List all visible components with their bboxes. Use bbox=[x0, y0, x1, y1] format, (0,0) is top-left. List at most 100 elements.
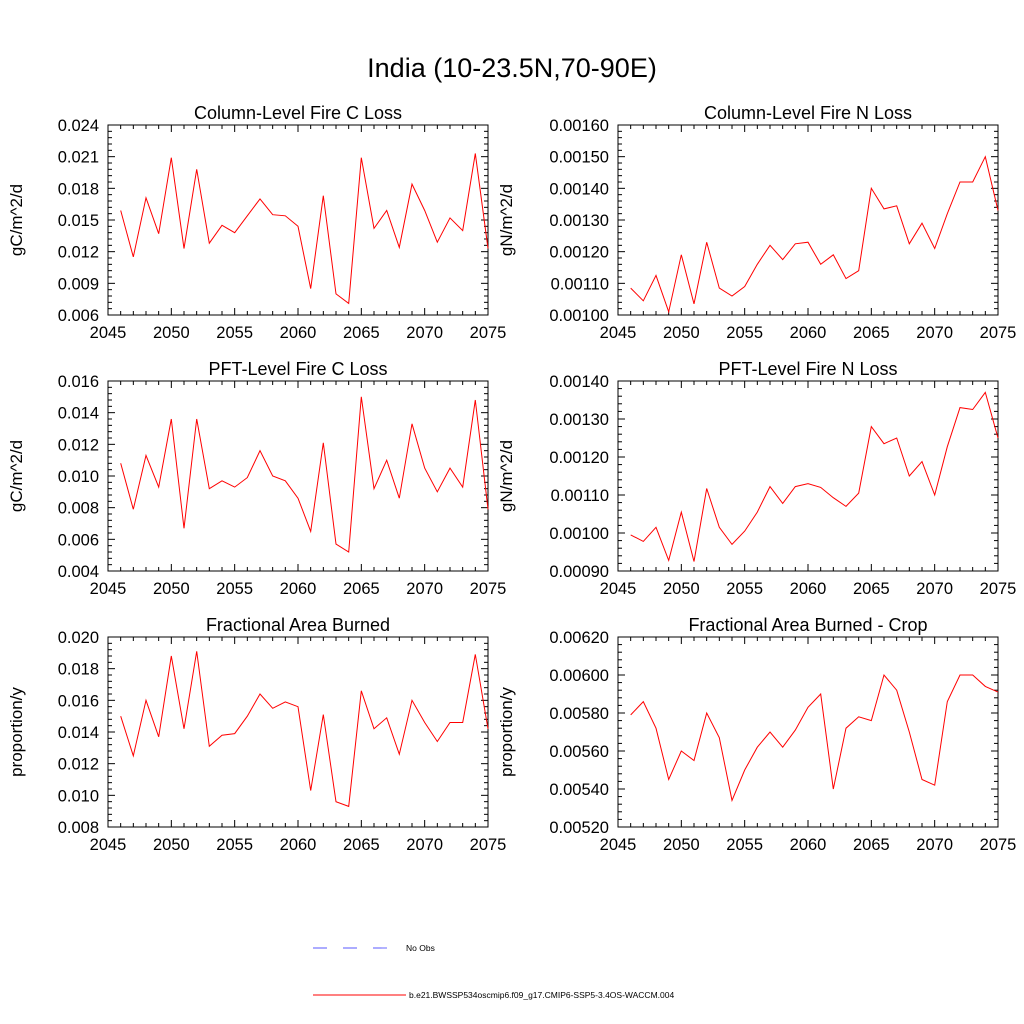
x-tick-label: 2065 bbox=[343, 836, 380, 854]
panel-title: Column-Level Fire C Loss bbox=[194, 103, 402, 123]
chart-panel-2: Column-Level Fire N Loss 2045 2050 2055 2060… bbox=[497, 103, 1016, 342]
y-tick-label: 0.006 bbox=[58, 307, 99, 325]
x-tick-label: 2050 bbox=[663, 580, 700, 598]
y-tick-label: 0.016 bbox=[58, 373, 99, 391]
x-tick-label: 2055 bbox=[726, 324, 763, 342]
panel-title: Column-Level Fire N Loss bbox=[704, 103, 912, 123]
y-tick-label: 0.014 bbox=[58, 724, 99, 742]
figure-title: India (10-23.5N,70-90E) bbox=[367, 53, 657, 83]
x-tick-label: 2075 bbox=[980, 836, 1017, 854]
x-tick-label: 2055 bbox=[726, 836, 763, 854]
chart-panel-6: Fractional Area Burned - Crop 2045 2050 205… bbox=[497, 615, 1016, 854]
x-tick-label: 2045 bbox=[90, 836, 127, 854]
y-tick-label: 0.024 bbox=[58, 117, 99, 135]
x-tick-label: 2060 bbox=[790, 324, 827, 342]
y-axis-label: proportion/y bbox=[7, 687, 26, 777]
x-tick-label: 2075 bbox=[470, 836, 507, 854]
y-tick-label: 0.00580 bbox=[549, 705, 609, 723]
x-tick-label: 2050 bbox=[663, 324, 700, 342]
x-tick-label: 2060 bbox=[790, 580, 827, 598]
y-tick-label: 0.009 bbox=[58, 275, 99, 293]
y-tick-label: 0.021 bbox=[58, 149, 99, 167]
x-tick-label: 2055 bbox=[216, 324, 253, 342]
y-tick-label: 0.00520 bbox=[549, 819, 609, 837]
y-tick-label: 0.00110 bbox=[551, 487, 609, 505]
x-tick-label: 2060 bbox=[790, 836, 827, 854]
x-tick-label: 2070 bbox=[916, 580, 953, 598]
y-tick-label: 0.00130 bbox=[549, 411, 609, 429]
x-tick-label: 2065 bbox=[853, 324, 890, 342]
panel-title: Fractional Area Burned - Crop bbox=[688, 615, 927, 635]
y-tick-label: 0.00160 bbox=[549, 117, 609, 135]
y-tick-label: 0.012 bbox=[58, 756, 99, 774]
x-tick-label: 2060 bbox=[280, 324, 317, 342]
x-tick-label: 2050 bbox=[153, 324, 190, 342]
x-tick-label: 2065 bbox=[343, 580, 380, 598]
series-line-1 bbox=[120, 396, 489, 553]
y-tick-label: 0.008 bbox=[58, 819, 99, 837]
y-tick-label: 0.00140 bbox=[549, 373, 609, 391]
panel-title: PFT-Level Fire C Loss bbox=[208, 359, 387, 379]
y-tick-label: 0.014 bbox=[58, 405, 99, 423]
y-tick-label: 0.016 bbox=[58, 692, 99, 710]
x-tick-label: 2070 bbox=[406, 580, 443, 598]
x-tick-label: 2060 bbox=[280, 836, 317, 854]
y-tick-label: 0.010 bbox=[58, 787, 99, 805]
y-axis-label: proportion/y bbox=[497, 687, 516, 777]
x-tick-label: 2045 bbox=[600, 836, 637, 854]
y-tick-label: 0.00540 bbox=[549, 781, 609, 799]
y-tick-label: 0.00100 bbox=[549, 525, 609, 543]
y-axis-label: gC/m^2/d bbox=[7, 184, 26, 256]
y-tick-label: 0.018 bbox=[58, 661, 99, 679]
y-tick-label: 0.012 bbox=[58, 436, 99, 454]
x-tick-label: 2045 bbox=[600, 324, 637, 342]
legend-label-no-obs: No Obs bbox=[406, 943, 435, 953]
series-line-1 bbox=[630, 673, 999, 803]
x-tick-label: 2075 bbox=[980, 580, 1017, 598]
y-tick-label: 0.00560 bbox=[549, 743, 609, 761]
y-tick-label: 0.00110 bbox=[551, 275, 609, 293]
x-tick-label: 2055 bbox=[216, 836, 253, 854]
series-line-1 bbox=[630, 155, 999, 314]
x-tick-label: 2045 bbox=[90, 580, 127, 598]
y-tick-label: 0.00120 bbox=[549, 449, 609, 467]
x-tick-label: 2070 bbox=[406, 836, 443, 854]
y-tick-label: 0.006 bbox=[58, 531, 99, 549]
x-tick-label: 2070 bbox=[916, 324, 953, 342]
y-tick-label: 0.00140 bbox=[549, 180, 609, 198]
x-tick-label: 2065 bbox=[343, 324, 380, 342]
y-tick-label: 0.00600 bbox=[549, 667, 609, 685]
y-axis-label: gN/m^2/d bbox=[497, 184, 516, 256]
x-tick-label: 2065 bbox=[853, 580, 890, 598]
chart-panel-1: Column-Level Fire C Loss 2045 2050 2055 2060… bbox=[7, 103, 506, 342]
chart-panel-4: PFT-Level Fire N Loss 2045 2050 2055 2060 206… bbox=[497, 359, 1016, 598]
y-tick-label: 0.018 bbox=[58, 180, 99, 198]
x-tick-label: 2060 bbox=[280, 580, 317, 598]
y-tick-label: 0.00120 bbox=[549, 244, 609, 262]
panel-title: PFT-Level Fire N Loss bbox=[718, 359, 897, 379]
chart-panel-3: PFT-Level Fire C Loss 2045 2050 2055 2060 206… bbox=[7, 359, 506, 598]
x-tick-label: 2070 bbox=[406, 324, 443, 342]
y-tick-label: 0.00130 bbox=[549, 212, 609, 230]
y-tick-label: 0.004 bbox=[58, 563, 99, 581]
y-tick-label: 0.008 bbox=[58, 500, 99, 518]
series-line-1 bbox=[120, 153, 489, 305]
x-tick-label: 2050 bbox=[153, 580, 190, 598]
chart-panel-5: Fractional Area Burned 2045 2050 2055 2060 20… bbox=[7, 615, 506, 854]
y-axis-label: gC/m^2/d bbox=[7, 440, 26, 512]
series-line-1 bbox=[630, 391, 999, 563]
y-tick-label: 0.015 bbox=[58, 212, 99, 230]
x-tick-label: 2045 bbox=[600, 580, 637, 598]
x-tick-label: 2050 bbox=[663, 836, 700, 854]
x-tick-label: 2055 bbox=[726, 580, 763, 598]
y-tick-label: 0.00150 bbox=[549, 149, 609, 167]
y-tick-label: 0.020 bbox=[58, 629, 99, 647]
chart-panels: Column-Level Fire C Loss 2045 2050 2055 2060… bbox=[7, 103, 1016, 854]
y-tick-label: 0.00100 bbox=[549, 307, 609, 325]
legend: No Obs b.e21.BWSSP534oscmip6.f09_g17.CMI… bbox=[313, 943, 674, 1000]
x-tick-label: 2055 bbox=[216, 580, 253, 598]
y-tick-label: 0.00090 bbox=[549, 563, 609, 581]
y-tick-label: 0.012 bbox=[58, 244, 99, 262]
x-tick-label: 2075 bbox=[470, 324, 507, 342]
